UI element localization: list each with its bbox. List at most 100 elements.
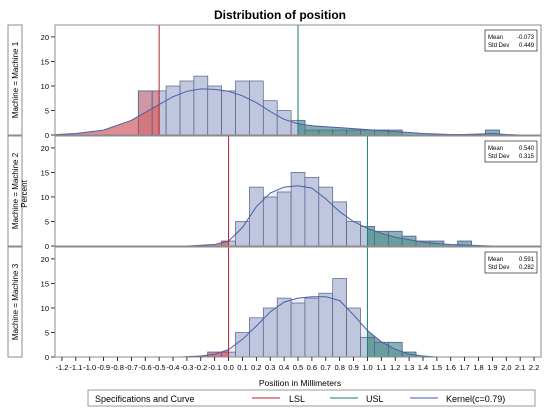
x-tick-label: 2.0 — [501, 363, 511, 372]
histogram-bar — [249, 186, 264, 246]
panel-label: Machine = Machine 1 — [11, 41, 20, 118]
stats-box — [484, 29, 538, 52]
stats-mean-label: Mean — [488, 35, 503, 41]
usl-bar — [346, 129, 361, 135]
lsl-tail-area — [186, 241, 229, 246]
x-tick-label: -0.8 — [111, 363, 124, 372]
x-tick-label: 0.6 — [307, 363, 317, 372]
stats-mean-label: Mean — [488, 257, 503, 263]
x-tick-label: -0.9 — [97, 363, 110, 372]
histogram-bar — [235, 80, 250, 135]
usl-bar — [360, 129, 375, 135]
histogram-bar — [346, 307, 361, 357]
y-tick-label: 20 — [41, 255, 49, 264]
panel-strip — [7, 135, 23, 247]
y-tick-label: 20 — [41, 144, 49, 153]
x-tick-label: 1.2 — [390, 363, 400, 372]
histogram-bar — [276, 297, 292, 357]
x-tick-label: -0.2 — [194, 363, 207, 372]
panel-label: Machine = Machine 3 — [11, 263, 20, 340]
y-tick-label: 20 — [41, 33, 49, 42]
panel-2: Machine = Machine 2 0 5 10 15 20 Mean 0.540 Std … — [7, 135, 542, 251]
y-tick-label: 5 — [45, 106, 49, 115]
histogram-bar — [332, 278, 347, 357]
x-tick-label: 0.3 — [265, 363, 275, 372]
panel-frame — [54, 24, 542, 136]
y-tick-label: 15 — [41, 279, 49, 288]
usl-bar — [457, 240, 472, 246]
x-tick-label: 1.4 — [418, 363, 428, 372]
x-tick-label: 1.9 — [487, 363, 497, 372]
y-tick-label: 10 — [41, 193, 49, 202]
histogram-bar — [193, 75, 209, 135]
y-tick-label: 10 — [41, 304, 49, 313]
stats-sd-label: Std Dev — [488, 154, 509, 160]
usl-bar — [304, 129, 320, 135]
stats-sd-value: 0.315 — [519, 154, 535, 160]
stats-mean-value: -0.073 — [517, 35, 535, 41]
panel-strip — [7, 246, 23, 358]
kernel-curve — [186, 185, 493, 246]
x-tick-label: 1.8 — [473, 363, 483, 372]
legend-frame — [87, 389, 536, 407]
y-tick-label: 0 — [45, 242, 49, 251]
x-axis: -1.2 -1.1 -1.0 -0.9 -0.8 -0.7 -0.6 -0.5 -0.4 -0.3… — [55, 357, 539, 372]
stats-sd-value: 0.449 — [519, 43, 535, 49]
x-tick-label: -0.3 — [180, 363, 193, 372]
histogram-bar — [249, 317, 264, 357]
histogram-bar — [304, 297, 320, 357]
histogram-bar — [235, 332, 250, 357]
usl-bar — [332, 129, 347, 135]
histogram-bar — [290, 172, 306, 246]
histogram-bar — [262, 100, 278, 135]
histogram-bar — [235, 221, 250, 246]
chart-title: Distribution of position — [214, 8, 346, 22]
stats-mean-value: 0.591 — [519, 257, 535, 263]
panel-content — [186, 136, 493, 246]
y-tick-label: 5 — [45, 328, 49, 337]
y-tick-label: 5 — [45, 217, 49, 226]
usl-bar — [387, 230, 403, 246]
y-tick-label: 0 — [45, 131, 49, 140]
histogram-bar — [276, 191, 292, 246]
stats-mean-label: Mean — [488, 146, 503, 152]
histogram-bar — [276, 110, 292, 135]
histogram-bar — [290, 302, 306, 357]
histogram-bar — [221, 90, 236, 135]
lsl-tail-area — [55, 104, 160, 135]
usl-bar — [485, 129, 500, 135]
x-tick-label: 1.0 — [362, 363, 372, 372]
x-tick-label: 1.5 — [432, 363, 442, 372]
histogram-bar — [207, 85, 222, 135]
x-tick-label: -0.5 — [153, 363, 166, 372]
x-tick-label: 1.7 — [459, 363, 469, 372]
stats-box — [484, 140, 538, 163]
x-tick-label: 0.7 — [321, 363, 331, 372]
histogram-bar — [346, 221, 361, 246]
stats-sd-value: 0.282 — [519, 265, 535, 271]
panel-3: Machine = Machine 3 0 5 10 15 20 Mean 0.591 Std … — [7, 246, 542, 362]
legend-usl-label: USL — [366, 394, 384, 404]
x-tick-label: 0.8 — [334, 363, 344, 372]
histogram-bar — [262, 196, 278, 246]
x-tick-label: 1.3 — [404, 363, 414, 372]
panels-layer: Machine = Machine 1 0 5 10 15 20 Mean -0.073 Std… — [7, 24, 542, 362]
x-tick-label: -1.1 — [69, 363, 82, 372]
histogram-bar — [179, 80, 195, 135]
usl-bar — [318, 129, 334, 135]
legend: Specifications and Curve LSL USL Kernel(… — [87, 389, 536, 407]
panel-strip — [7, 24, 23, 136]
y-tick-label: 15 — [41, 168, 49, 177]
x-tick-label: 1.1 — [376, 363, 386, 372]
x-tick-label: 1.6 — [446, 363, 456, 372]
x-tick-label: -0.1 — [208, 363, 221, 372]
panel-label: Machine = Machine 2 — [11, 152, 20, 229]
x-tick-label: 0.5 — [293, 363, 303, 372]
lsl-region — [55, 90, 160, 135]
histogram-bar — [318, 186, 334, 246]
y-tick-label: 10 — [41, 82, 49, 91]
x-axis-label: Position in Millimeters — [259, 378, 341, 388]
x-tick-label: -0.7 — [125, 363, 138, 372]
usl-bar — [401, 235, 417, 246]
